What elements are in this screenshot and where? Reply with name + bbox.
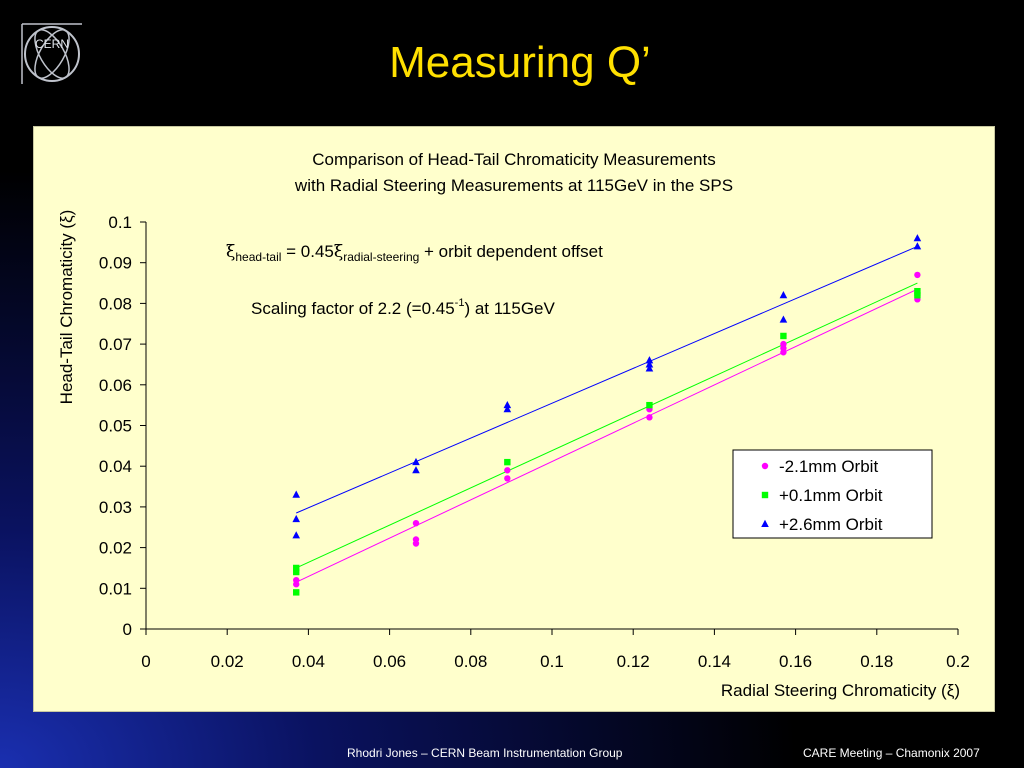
legend-marker-2 (761, 491, 769, 499)
y-tick-label: 0.05 (99, 417, 132, 436)
x-tick-label: 0.1 (540, 652, 564, 671)
data-point-series-1 (412, 540, 420, 547)
data-point-series-2 (780, 332, 787, 340)
x-tick-label: 0.06 (373, 652, 406, 671)
footer-right: CARE Meeting – Chamonix 2007 (803, 746, 980, 760)
data-point-series-3 (292, 514, 301, 523)
scaling-annotation: Scaling factor of 2.2 (=0.45-1) at 115Ge… (251, 297, 556, 318)
y-tick-label: 0.1 (108, 213, 132, 232)
data-point-series-3 (645, 360, 654, 368)
y-tick-label: 0.03 (99, 498, 132, 517)
data-point-series-3 (779, 315, 788, 323)
data-point-series-3 (503, 405, 512, 413)
data-point-series-3 (292, 531, 301, 539)
x-tick-label: 0.2 (946, 652, 970, 671)
y-tick-label: 0.07 (99, 335, 132, 354)
x-tick-label: 0.14 (698, 652, 731, 671)
x-tick-label: 0 (141, 652, 150, 671)
x-tick-label: 0.04 (292, 652, 325, 671)
y-tick-label: 0.08 (99, 294, 132, 313)
y-axis-label: Head-Tail Chromaticity (ξ) (57, 210, 76, 405)
legend-marker-1 (761, 462, 769, 470)
data-point-series-3 (292, 490, 301, 498)
formula-annotation: ξhead-tail = 0.45ξradial-steering + orbi… (226, 242, 603, 264)
chart-panel: Comparison of Head-Tail Chromaticity Mea… (33, 126, 995, 712)
trend-line-1 (296, 288, 918, 583)
chart: Comparison of Head-Tail Chromaticity Mea… (57, 150, 970, 700)
data-point-series-3 (913, 242, 922, 250)
data-point-series-3 (779, 291, 788, 299)
legend-label-1: -2.1mm Orbit (779, 457, 878, 476)
data-point-series-1 (504, 475, 511, 482)
data-point-series-1 (646, 414, 653, 421)
chart-title: Comparison of Head-Tail Chromaticity Mea… (312, 150, 715, 169)
data-point-series-2 (293, 568, 300, 576)
data-point-series-3 (645, 356, 654, 364)
cern-logo-text: CERN (35, 37, 69, 51)
x-tick-label: 0.08 (454, 652, 487, 671)
x-tick-label: 0.16 (779, 652, 812, 671)
slide-title: Measuring Q’ (389, 38, 651, 87)
y-tick-label: 0.09 (99, 254, 132, 273)
data-point-series-1 (293, 576, 300, 584)
data-point-series-2 (504, 458, 511, 466)
y-tick-label: 0.02 (99, 539, 132, 558)
cern-logo: CERN (21, 23, 82, 84)
data-point-series-1 (504, 467, 511, 474)
data-point-series-2 (646, 401, 653, 409)
y-tick-label: 0.04 (99, 457, 132, 476)
legend: -2.1mm Orbit +0.1mm Orbit +2.6mm Orbit (732, 449, 933, 539)
data-point-series-3 (412, 466, 420, 474)
chart-subtitle: with Radial Steering Measurements at 115… (294, 176, 733, 195)
legend-label-3: +2.6mm Orbit (779, 515, 883, 534)
legend-label-2: +0.1mm Orbit (779, 486, 883, 505)
legend-marker-3 (761, 519, 769, 527)
data-point-series-1 (412, 519, 420, 527)
y-tick-label: 0.01 (99, 579, 132, 598)
data-point-series-1 (914, 271, 921, 279)
y-tick-label: 0.06 (99, 376, 132, 395)
data-point-series-2 (293, 589, 300, 596)
x-tick-label: 0.02 (211, 652, 244, 671)
data-point-series-3 (412, 457, 420, 466)
trend-line-2 (296, 282, 918, 569)
data-point-series-2 (293, 564, 300, 572)
x-tick-label: 0.18 (860, 652, 893, 671)
y-tick-label: 0 (123, 620, 132, 639)
data-point-series-3 (645, 364, 654, 372)
data-point-series-3 (503, 400, 512, 409)
data-point-series-1 (780, 349, 787, 356)
x-tick-label: 0.12 (617, 652, 650, 671)
x-axis-label: Radial Steering Chromaticity (ξ) (721, 681, 960, 700)
data-point-series-2 (914, 287, 921, 295)
footer-left: Rhodri Jones – CERN Beam Instrumentation… (347, 746, 623, 760)
data-point-series-2 (914, 292, 921, 299)
trend-line-3 (296, 245, 918, 514)
data-point-series-3 (913, 234, 922, 242)
plot-area: 0 0.02 0.04 0.06 0.08 0.1 0.12 0.14 0.16 0.18 0.2 0… (99, 213, 970, 671)
